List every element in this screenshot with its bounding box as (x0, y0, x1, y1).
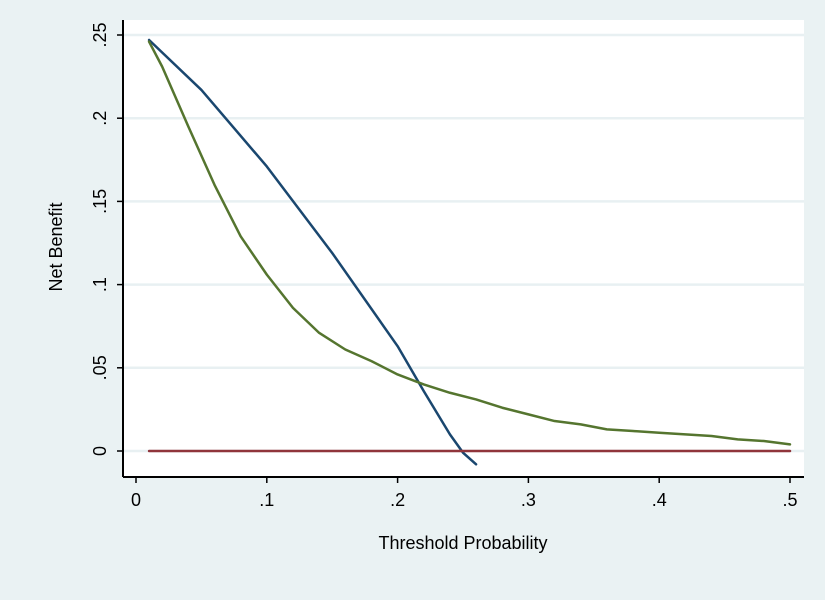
y-axis-title: Net Benefit (46, 202, 66, 291)
x-tick-label: 0 (131, 490, 141, 510)
plot-area (123, 20, 804, 477)
x-axis-title: Threshold Probability (378, 533, 547, 553)
y-tick-label: .25 (90, 22, 110, 47)
x-tick-label: .4 (652, 490, 667, 510)
x-tick-label: .5 (782, 490, 797, 510)
series-line-1 (147, 38, 478, 466)
y-tick-label: .2 (90, 111, 110, 126)
axes (117, 20, 804, 483)
series-lines (147, 38, 792, 466)
series-line-2 (147, 40, 792, 446)
y-tick-label: .05 (90, 355, 110, 380)
y-tick-label: 0 (90, 446, 110, 456)
x-tick-label: .1 (259, 490, 274, 510)
x-tick-label: .3 (521, 490, 536, 510)
x-tick-label: .2 (390, 490, 405, 510)
y-tick-label: .1 (90, 277, 110, 292)
y-tick-label: .15 (90, 189, 110, 214)
tick-labels: 0 .1 .2 .3 .4 .5 0 .05 .1 .15 .2 .25 (90, 22, 798, 510)
